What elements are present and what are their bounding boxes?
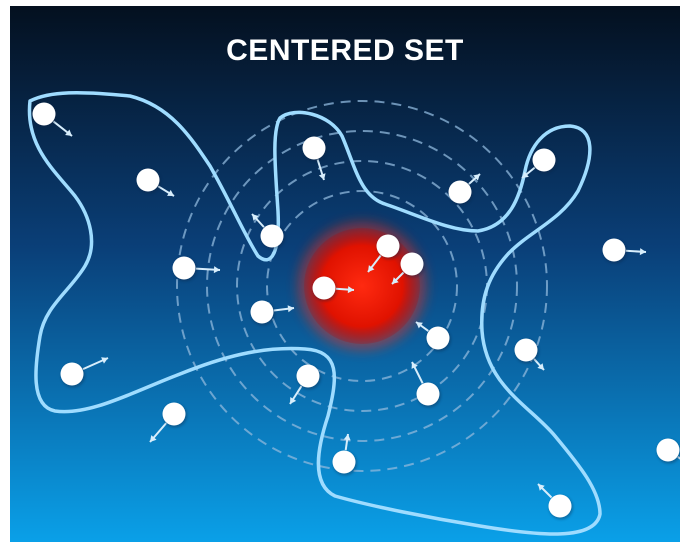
dot-circle — [376, 234, 400, 258]
arrow-head-icon — [101, 357, 108, 364]
member-dot — [149, 402, 187, 443]
member-dot — [136, 168, 175, 197]
member-dot — [367, 234, 401, 273]
dot-circle — [400, 252, 424, 276]
dot-circle — [136, 168, 160, 192]
arrow-head-icon — [213, 266, 220, 274]
dot-circle — [162, 402, 186, 426]
arrow-head-icon — [167, 189, 174, 196]
dot-circle — [60, 362, 84, 386]
arrow-head-icon — [150, 435, 157, 442]
dot-circle — [602, 238, 626, 262]
arrow-head-icon — [290, 397, 297, 404]
ring-1 — [266, 190, 458, 382]
boundary-line — [27, 91, 602, 536]
member-dot — [411, 361, 441, 408]
dot-circle — [32, 102, 56, 126]
member-dot — [521, 148, 557, 179]
member-dot — [289, 364, 321, 405]
slide-title: CENTERED SET — [226, 34, 464, 67]
member-dot — [60, 357, 109, 388]
member-dot — [537, 483, 573, 520]
member-dot — [415, 321, 451, 352]
dot-circle — [260, 224, 284, 248]
arrow-head-icon — [252, 214, 259, 221]
arrow-head-icon — [392, 277, 399, 284]
member-dot — [332, 433, 357, 476]
dot-circle — [332, 450, 356, 474]
dot-circle — [296, 364, 320, 388]
arrow-head-icon — [538, 484, 545, 491]
dot-circle — [514, 338, 538, 362]
centered-set-diagram: CENTERED SET — [10, 6, 680, 542]
centered-set-slide: CENTERED SET — [10, 6, 680, 542]
dot-circle — [172, 256, 196, 280]
direction-arrow-line — [677, 456, 680, 460]
dot-circle — [448, 180, 472, 204]
member-dots — [32, 102, 680, 520]
member-dot — [391, 252, 425, 285]
arrow-head-icon — [473, 174, 480, 181]
member-dot — [312, 276, 355, 302]
arrow-head-icon — [537, 363, 544, 370]
arrow-head-icon — [318, 173, 326, 180]
arrow-head-icon — [522, 171, 529, 178]
member-dot — [302, 136, 327, 181]
member-dot — [250, 300, 295, 326]
dot-circle — [416, 382, 440, 406]
member-dot — [448, 173, 481, 206]
member-dot — [172, 256, 221, 282]
arrow-head-icon — [639, 248, 646, 256]
dot-circle — [532, 148, 556, 172]
member-dot — [32, 102, 73, 137]
arrow-head-icon — [368, 265, 375, 272]
member-dot — [656, 438, 680, 464]
ring-4 — [176, 100, 548, 472]
dot-circle — [656, 438, 680, 462]
member-dot — [514, 338, 545, 371]
dot-circle — [312, 276, 336, 300]
dot-circle — [426, 326, 450, 350]
dot-circle — [302, 136, 326, 160]
dot-circle — [250, 300, 274, 324]
member-dot — [602, 238, 647, 264]
ring-3 — [206, 130, 518, 442]
arrow-head-icon — [287, 305, 294, 313]
arrow-head-icon — [65, 129, 72, 136]
member-dot — [251, 213, 285, 250]
arrow-head-icon — [411, 362, 418, 369]
arrow-head-icon — [343, 434, 351, 441]
arrow-head-icon — [416, 322, 423, 329]
dot-circle — [548, 494, 572, 518]
arrow-head-icon — [347, 286, 354, 294]
